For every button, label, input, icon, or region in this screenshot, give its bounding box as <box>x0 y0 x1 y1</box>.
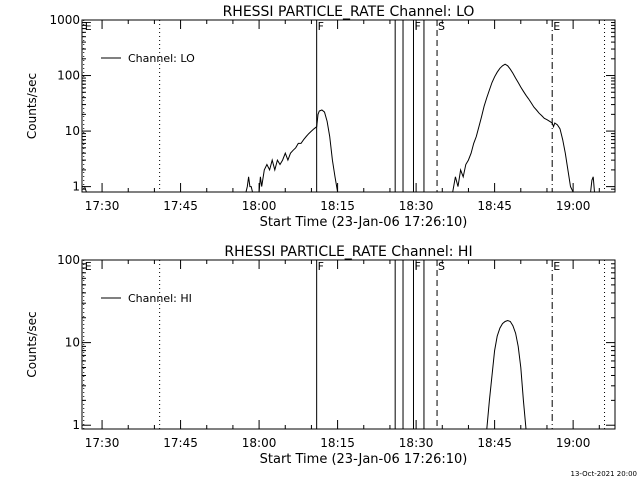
y-tick-label: 1 <box>72 180 80 194</box>
x-tick-label: 19:00 <box>556 436 591 450</box>
marker-label: S <box>438 20 445 33</box>
x-tick-label: 17:30 <box>85 199 120 213</box>
y-tick-label: 1 <box>72 418 80 432</box>
marker-label: E <box>553 20 560 33</box>
marker-label: F <box>414 20 420 33</box>
series-line <box>245 176 253 193</box>
x-tick-label: 18:45 <box>477 436 512 450</box>
x-tick-label: 17:45 <box>163 199 198 213</box>
chart-panel-2: RHESSI PARTICLE_RATE Channel: HI Start Ti… <box>25 244 616 467</box>
y-tick-label: 100 <box>57 253 80 267</box>
marker-label: E <box>553 260 560 273</box>
marker-label: S <box>438 260 445 273</box>
plot-frame <box>81 259 616 430</box>
series-line <box>258 109 339 193</box>
x-tick-label: 17:30 <box>85 436 120 450</box>
y-tick-label: 10 <box>65 124 80 138</box>
chart-panel-1: RHESSI PARTICLE_RATE Channel: LO Start Ti… <box>25 4 616 230</box>
x-tick-label: 18:30 <box>399 199 434 213</box>
legend-label: Channel: HI <box>128 292 192 305</box>
plot-frame <box>81 19 616 193</box>
marker-label: E <box>85 20 92 33</box>
x-tick-label: 19:00 <box>556 199 591 213</box>
marker-label: F <box>414 260 420 273</box>
series-line <box>590 176 595 193</box>
y-tick-label: 10 <box>65 336 80 350</box>
x-axis-label: Start Time (23-Jan-06 17:26:10) <box>260 215 468 230</box>
marker-label: E <box>85 260 92 273</box>
legend-label: Channel: LO <box>128 52 195 65</box>
chart-title: RHESSI PARTICLE_RATE Channel: HI <box>224 244 472 260</box>
footer-timestamp: 13-Oct-2021 20:00 <box>571 470 637 478</box>
x-tick-label: 18:15 <box>320 199 355 213</box>
series-line <box>486 319 527 430</box>
x-tick-label: 18:00 <box>242 199 277 213</box>
series-line <box>82 186 87 193</box>
x-tick-label: 18:00 <box>242 436 277 450</box>
y-axis-label: Counts/sec <box>25 73 39 139</box>
x-tick-label: 18:15 <box>320 436 355 450</box>
chart-title: RHESSI PARTICLE_RATE Channel: LO <box>223 4 475 20</box>
marker-label: F <box>318 20 324 33</box>
x-axis-label: Start Time (23-Jan-06 17:26:10) <box>260 452 468 467</box>
x-tick-label: 17:45 <box>163 436 198 450</box>
series-line <box>452 63 574 193</box>
y-axis-label: Counts/sec <box>25 311 39 377</box>
marker-label: F <box>318 260 324 273</box>
y-tick-label: 100 <box>57 69 80 83</box>
x-tick-label: 18:45 <box>477 199 512 213</box>
x-tick-label: 18:30 <box>399 436 434 450</box>
y-tick-label: 1000 <box>49 13 80 27</box>
